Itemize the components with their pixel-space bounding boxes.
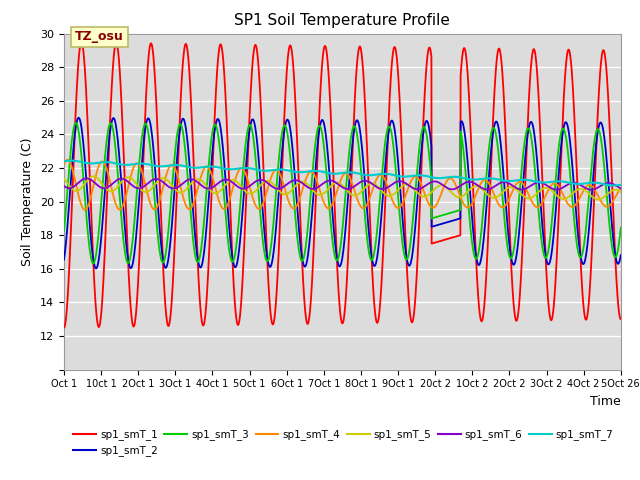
sp1_smT_1 (77, 39, 85, 45)
sp1_smT_2 (617, 252, 625, 258)
sp1_smT_2 (276, 169, 284, 175)
sp1_smT_7 (610, 182, 618, 188)
sp1_smT_3 (72, 120, 79, 126)
sp1_smT_7 (371, 172, 379, 178)
sp1_smT_3 (537, 230, 545, 236)
sp1_smT_2 (371, 263, 379, 268)
sp1_smT_2 (537, 201, 545, 207)
sp1_smT_5 (72, 188, 79, 193)
sp1_smT_1 (276, 216, 284, 222)
sp1_smT_2 (75, 115, 83, 120)
Line: sp1_smT_1: sp1_smT_1 (64, 42, 621, 327)
sp1_smT_2 (60, 257, 68, 263)
Line: sp1_smT_4: sp1_smT_4 (64, 160, 621, 210)
sp1_smT_7 (60, 158, 68, 164)
sp1_smT_5 (536, 188, 544, 193)
sp1_smT_7 (72, 158, 79, 164)
sp1_smT_2 (92, 265, 100, 271)
sp1_smT_4 (617, 186, 625, 192)
sp1_smT_3 (617, 225, 625, 230)
Line: sp1_smT_6: sp1_smT_6 (64, 178, 621, 190)
sp1_smT_2 (557, 140, 565, 145)
sp1_smT_7 (536, 180, 544, 185)
sp1_smT_4 (60, 162, 68, 168)
sp1_smT_5 (276, 189, 284, 195)
X-axis label: Time: Time (590, 395, 621, 408)
sp1_smT_6 (617, 186, 625, 192)
sp1_smT_4 (514, 180, 522, 185)
sp1_smT_1 (60, 324, 68, 330)
sp1_smT_3 (276, 142, 284, 148)
sp1_smT_5 (557, 196, 565, 202)
sp1_smT_7 (276, 167, 284, 172)
sp1_smT_7 (67, 158, 75, 164)
sp1_smT_1 (72, 116, 79, 122)
sp1_smT_1 (617, 316, 625, 322)
sp1_smT_1 (557, 148, 565, 154)
sp1_smT_5 (514, 188, 522, 193)
sp1_smT_7 (617, 182, 625, 188)
sp1_smT_6 (60, 183, 68, 189)
Line: sp1_smT_5: sp1_smT_5 (64, 176, 621, 200)
sp1_smT_3 (72, 120, 79, 126)
sp1_smT_6 (514, 186, 522, 192)
sp1_smT_6 (588, 187, 595, 192)
sp1_smT_6 (83, 175, 90, 181)
Line: sp1_smT_3: sp1_smT_3 (64, 123, 621, 264)
sp1_smT_1 (371, 308, 379, 313)
sp1_smT_1 (536, 131, 544, 137)
sp1_smT_3 (557, 128, 565, 134)
sp1_smT_5 (60, 176, 68, 181)
sp1_smT_5 (371, 181, 379, 187)
sp1_smT_5 (617, 189, 625, 195)
sp1_smT_2 (514, 242, 522, 248)
sp1_smT_3 (90, 261, 97, 266)
Y-axis label: Soil Temperature (C): Soil Temperature (C) (22, 137, 35, 266)
sp1_smT_6 (72, 182, 79, 188)
sp1_smT_1 (514, 314, 522, 320)
Line: sp1_smT_7: sp1_smT_7 (64, 161, 621, 185)
sp1_smT_4 (276, 172, 284, 178)
sp1_smT_6 (536, 180, 544, 185)
Legend: sp1_smT_1, sp1_smT_2, sp1_smT_3, sp1_smT_4, sp1_smT_5, sp1_smT_6, sp1_smT_7: sp1_smT_1, sp1_smT_2, sp1_smT_3, sp1_smT… (69, 425, 618, 461)
Text: TZ_osu: TZ_osu (75, 30, 124, 43)
sp1_smT_4 (72, 180, 79, 185)
sp1_smT_4 (81, 207, 89, 213)
sp1_smT_6 (371, 183, 379, 189)
sp1_smT_6 (276, 186, 284, 192)
Title: SP1 Soil Temperature Profile: SP1 Soil Temperature Profile (234, 13, 451, 28)
sp1_smT_4 (63, 157, 71, 163)
sp1_smT_3 (371, 245, 379, 251)
sp1_smT_4 (537, 202, 545, 208)
Line: sp1_smT_2: sp1_smT_2 (64, 118, 621, 268)
sp1_smT_5 (595, 197, 602, 203)
sp1_smT_3 (60, 228, 68, 234)
sp1_smT_3 (514, 210, 522, 216)
sp1_smT_7 (514, 177, 522, 183)
sp1_smT_4 (371, 180, 379, 185)
sp1_smT_6 (557, 185, 565, 191)
sp1_smT_2 (72, 128, 79, 133)
sp1_smT_4 (557, 189, 565, 194)
sp1_smT_7 (557, 179, 565, 184)
sp1_smT_5 (90, 173, 97, 179)
